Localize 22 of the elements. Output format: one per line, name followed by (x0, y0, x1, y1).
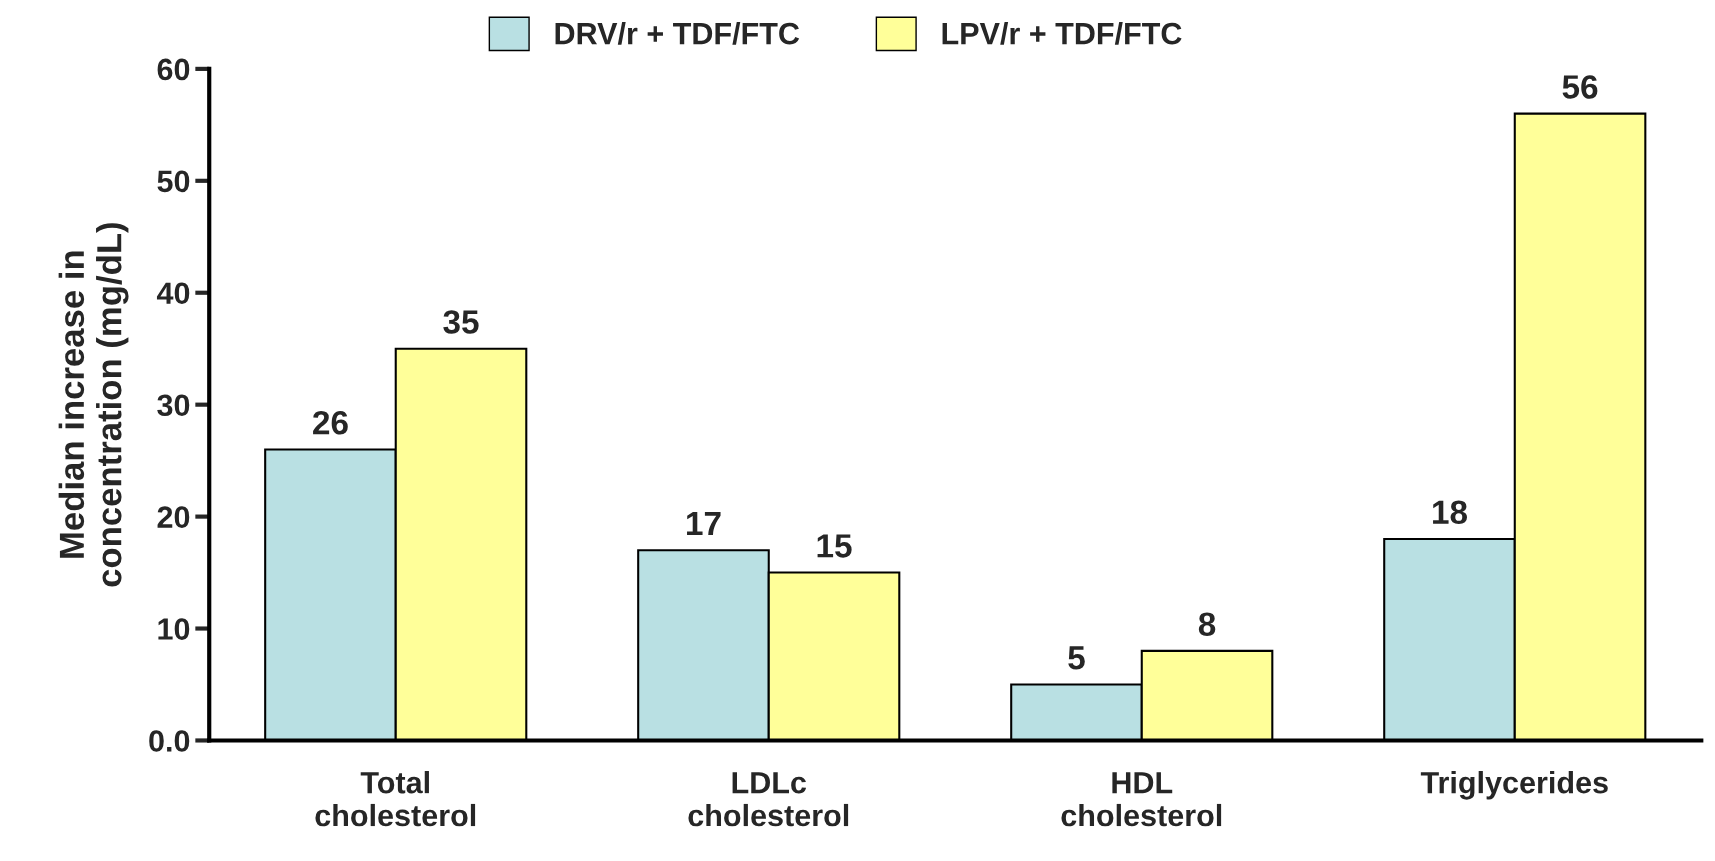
x-tick-label: Total cholesterol (315, 771, 476, 827)
legend-label: DRV/r + TDF/FTC (555, 21, 800, 45)
data-label: 15 (817, 534, 852, 558)
data-label: 26 (313, 410, 348, 435)
y-tick-label: 50 (157, 170, 190, 193)
y-tick-label: 40 (156, 282, 190, 305)
data-label: 18 (1433, 500, 1468, 525)
x-tick-label: HDL cholesterol (1061, 772, 1222, 827)
y-tick-label: 60 (157, 58, 190, 81)
y-tick-label: 30 (157, 394, 190, 417)
y-tick-label: 0.0 (149, 730, 190, 752)
data-label: 5 (1068, 646, 1085, 670)
legend-label: LPV/r + TDF/FTC (942, 21, 1182, 45)
data-label: 8 (1198, 612, 1216, 636)
data-label: 17 (687, 512, 721, 535)
data-label: 56 (1562, 75, 1598, 99)
x-tick-label: Triglycerides (1420, 771, 1608, 800)
y-tick-label: 10 (158, 618, 190, 640)
data-label: 35 (443, 310, 479, 334)
y-axis-title: Median increase in concentration (mg/dL) (58, 223, 129, 587)
x-tick-label: LDLc cholesterol (688, 772, 849, 827)
y-tick-label: 20 (157, 506, 190, 528)
